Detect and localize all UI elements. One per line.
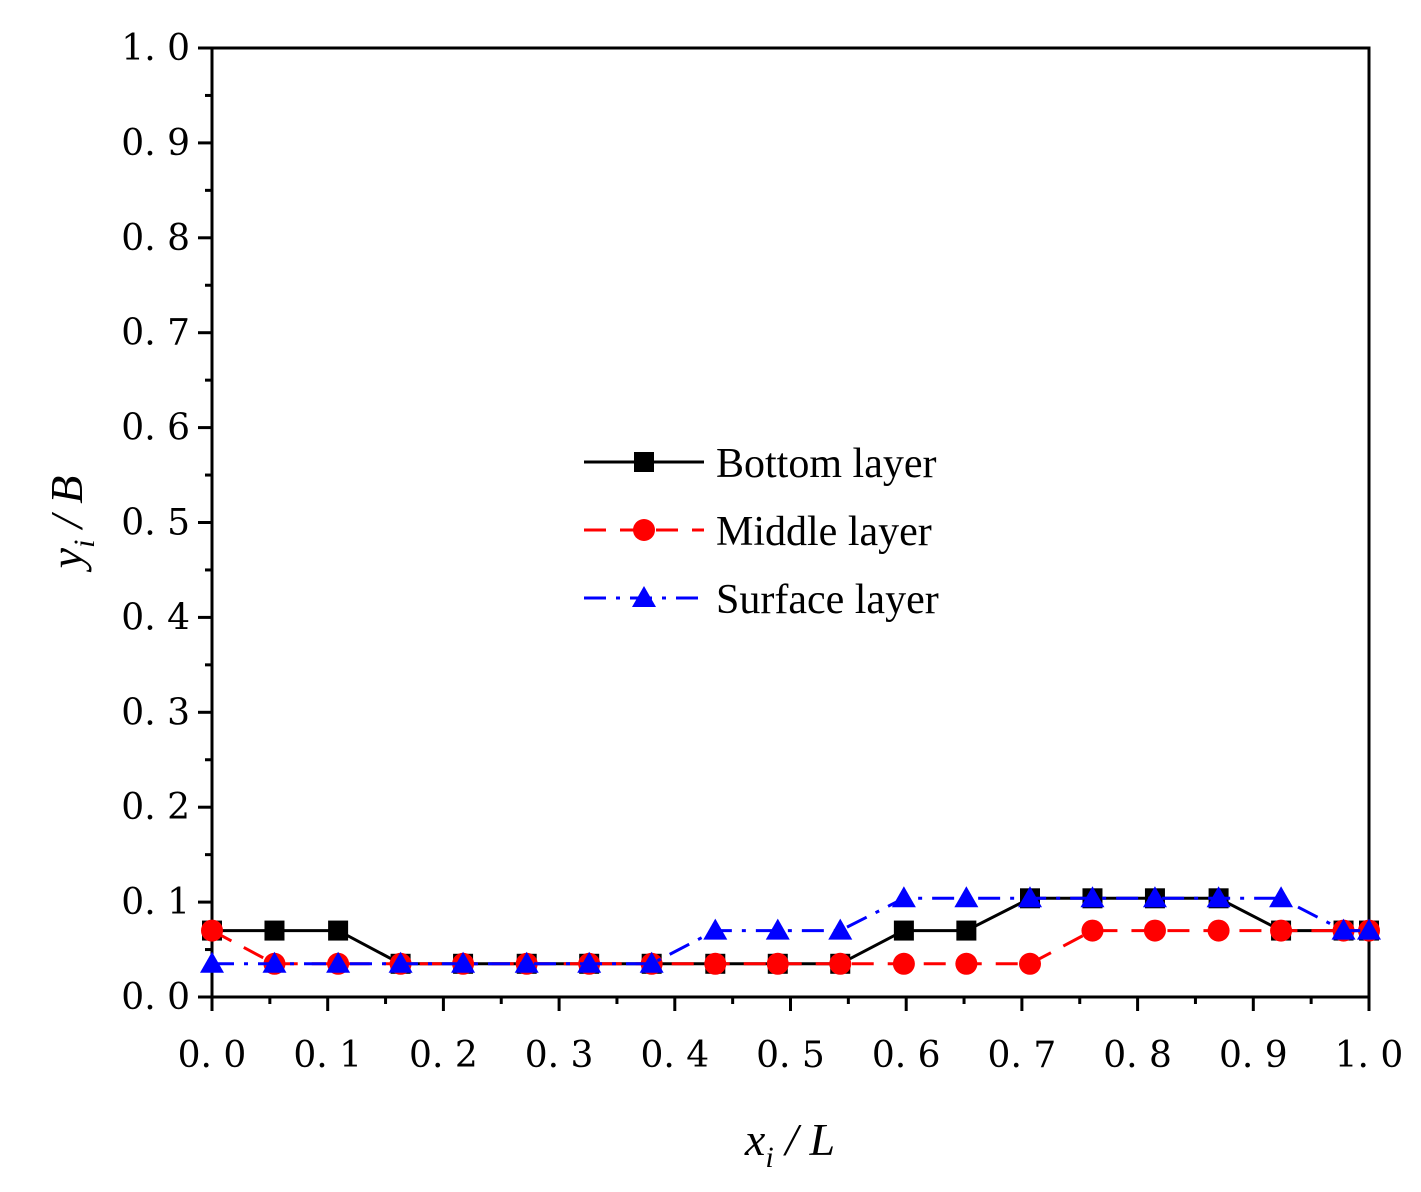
legend-label: Bottom layer: [716, 441, 936, 487]
y-axis-title-base: y: [41, 547, 92, 572]
data-point: [829, 952, 852, 975]
data-point: [891, 886, 916, 908]
legend-label: Surface layer: [716, 577, 939, 623]
legend: Bottom layer Middle layer Surface layer: [584, 441, 939, 623]
data-point: [1207, 919, 1230, 942]
x-tick-label: 0. 4: [640, 1035, 709, 1076]
data-point: [1357, 918, 1381, 940]
legend-item: Surface layer: [584, 577, 939, 623]
y-tick-label: 0. 4: [121, 597, 190, 638]
data-point: [514, 951, 539, 973]
data-point: [200, 951, 224, 973]
data-point: [1080, 886, 1105, 908]
y-tick-label: 0. 6: [121, 408, 190, 449]
data-point: [1143, 919, 1166, 942]
y-tick-label: 0. 3: [121, 692, 190, 733]
y-axis-title: yi / B: [41, 476, 101, 573]
y-tick-label: 0. 2: [121, 787, 190, 828]
data-point: [1206, 886, 1231, 908]
y-tick-label: 0. 7: [121, 313, 190, 354]
data-point: [828, 918, 853, 940]
data-point: [765, 918, 790, 940]
series-middle-layer: [201, 919, 1380, 975]
legend-item: Middle layer: [584, 509, 932, 555]
legend-label: Middle layer: [716, 509, 932, 555]
data-point: [1018, 952, 1041, 975]
y-tick-label: 0. 8: [121, 218, 190, 259]
data-point: [326, 951, 351, 973]
data-point: [264, 920, 285, 941]
data-point: [328, 920, 349, 941]
y-tick-label: 0. 0: [121, 977, 190, 1018]
x-axis-title-base: x: [744, 1114, 766, 1165]
x-tick-label: 0. 9: [1219, 1035, 1288, 1076]
data-point: [1081, 919, 1104, 942]
data-point: [201, 919, 223, 942]
x-axis-title-rest: / L: [774, 1114, 835, 1165]
data-point: [956, 920, 977, 941]
data-point: [639, 951, 664, 973]
data-point: [954, 886, 979, 908]
data-point: [262, 951, 287, 973]
data-point: [704, 952, 727, 975]
data-point: [1017, 886, 1042, 908]
x-tick-label: 0. 7: [988, 1035, 1057, 1076]
data-point: [577, 951, 602, 973]
x-axis-title-sub: i: [765, 1141, 773, 1174]
data-point: [451, 951, 476, 973]
y-axis-title-sub: i: [68, 540, 101, 548]
data-point: [1331, 918, 1356, 940]
x-tick-label: 0. 3: [525, 1035, 594, 1076]
axes: 0. 0 0. 1 0. 2 0. 3 0. 4 0. 5 0. 6 0. 7 0. 8 0. 9…: [121, 28, 1403, 1076]
data-point: [1142, 886, 1167, 908]
legend-item: Bottom layer: [584, 441, 936, 487]
legend-marker: [633, 519, 655, 541]
x-tick-label: 0. 1: [293, 1035, 362, 1076]
data-point: [893, 920, 914, 941]
legend-marker: [634, 452, 654, 472]
series-line: [212, 896, 1369, 966]
y-tick-label: 0. 5: [121, 503, 190, 544]
series-layer: [200, 886, 1381, 975]
data-point: [955, 952, 978, 975]
data-point: [388, 951, 413, 973]
data-point: [1270, 919, 1293, 942]
series-surface-layer: [200, 886, 1381, 973]
data-point: [1269, 886, 1294, 908]
data-point: [703, 918, 728, 940]
x-tick-label: 1. 0: [1335, 1035, 1404, 1076]
x-tick-label: 0. 5: [756, 1035, 825, 1076]
data-point: [766, 952, 789, 975]
data-point: [892, 952, 915, 975]
y-tick-label: 0. 1: [121, 882, 190, 923]
x-tick-label: 0. 2: [409, 1035, 478, 1076]
x-tick-label: 0. 6: [872, 1035, 941, 1076]
series-line: [211, 929, 1369, 966]
x-tick-label: 0. 0: [178, 1035, 247, 1076]
legend-marker: [632, 586, 656, 607]
x-axis-title: xi / L: [744, 1114, 835, 1174]
y-tick-label: 1. 0: [121, 28, 190, 69]
y-tick-label: 0. 9: [121, 123, 190, 164]
y-axis-title-rest: / B: [41, 476, 92, 540]
x-tick-label: 0. 8: [1103, 1035, 1172, 1076]
